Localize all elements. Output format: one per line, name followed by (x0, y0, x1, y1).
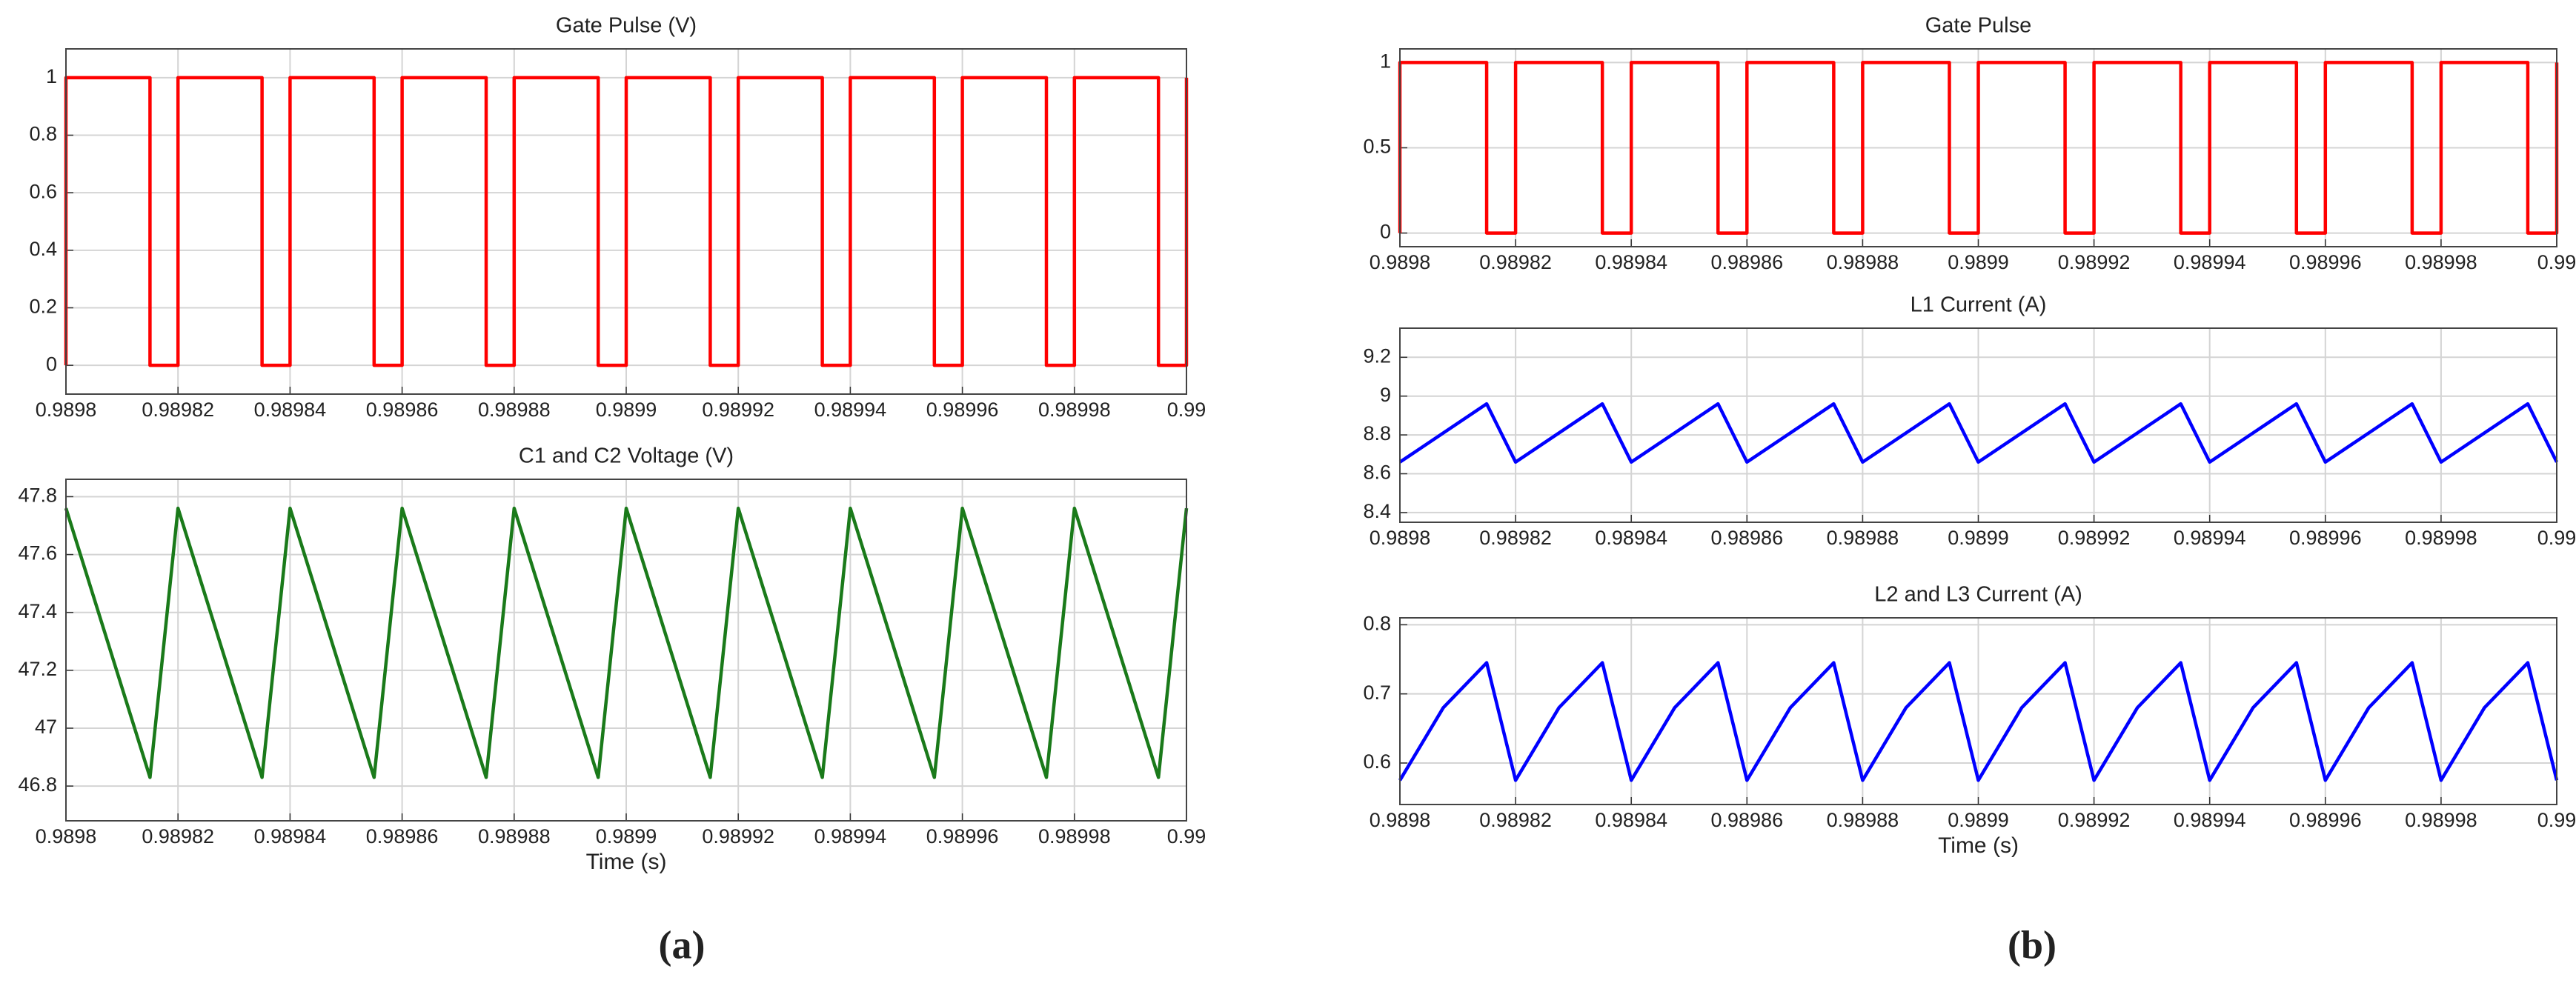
x-tick-label: 0.98986 (1710, 251, 1783, 273)
x-tick-label: 0.99 (2537, 527, 2576, 549)
x-tick-label: 0.99 (2537, 809, 2576, 831)
x-tick-label: 0.9899 (1948, 527, 2009, 549)
y-tick-label: 0.6 (29, 180, 57, 202)
panel-label: (a) (659, 922, 706, 967)
chart-title: L1 Current (A) (1911, 293, 2047, 317)
data-line (64, 506, 1189, 779)
x-tick-label: 0.98984 (1595, 527, 1667, 549)
y-tick-label: 8.8 (1363, 422, 1391, 444)
x-tick-label: 0.98986 (1710, 809, 1783, 831)
x-tick-label: 0.98984 (254, 825, 327, 847)
x-tick-label: 0.98996 (926, 399, 999, 421)
y-tick-label: 1 (46, 65, 57, 87)
x-tick-label: 0.98998 (2405, 527, 2477, 549)
y-tick-label: 0.4 (29, 238, 57, 260)
y-tick-label: 47.6 (18, 542, 57, 564)
x-tick-label: 0.98988 (478, 399, 551, 421)
x-tick-label: 0.98992 (2058, 251, 2131, 273)
x-tick-label: 0.9899 (596, 825, 657, 847)
x-tick-label: 0.98998 (1038, 399, 1111, 421)
plot-frame (1399, 48, 2557, 247)
x-tick-label: 0.98994 (2174, 251, 2246, 273)
y-tick-label: 0.2 (29, 296, 57, 318)
x-tick-label: 0.9898 (1370, 527, 1431, 549)
x-tick-label: 0.9898 (36, 399, 97, 421)
plot-frame (1399, 617, 2557, 805)
x-tick-label: 0.98982 (142, 399, 214, 421)
x-tick-label: 0.98992 (2058, 527, 2131, 549)
y-tick-label: 1 (1380, 50, 1391, 73)
x-tick-label: 0.98996 (2289, 809, 2362, 831)
x-tick-label: 0.98984 (254, 399, 327, 421)
x-tick-label: 0.98982 (1479, 809, 1552, 831)
y-tick-label: 0.6 (1363, 750, 1391, 773)
x-tick-label: 0.98986 (1710, 527, 1783, 549)
x-tick-label: 0.9899 (596, 399, 657, 421)
y-tick-label: 46.8 (18, 773, 57, 796)
x-axis-label: Time (s) (1938, 833, 2019, 858)
x-tick-label: 0.98982 (1479, 527, 1552, 549)
y-tick-label: 0.8 (29, 123, 57, 145)
y-tick-label: 0.8 (1363, 612, 1391, 634)
chart-title: C1 and C2 Voltage (V) (519, 444, 734, 468)
y-tick-label: 47.8 (18, 484, 57, 507)
y-tick-label: 8.4 (1363, 500, 1391, 522)
x-tick-label: 0.98988 (478, 825, 551, 847)
x-tick-label: 0.98996 (926, 825, 999, 847)
y-tick-label: 9 (1380, 384, 1391, 406)
x-tick-label: 0.99 (1167, 399, 1206, 421)
x-tick-label: 0.98982 (1479, 251, 1552, 273)
x-tick-label: 0.98992 (702, 399, 774, 421)
x-tick-label: 0.99 (1167, 825, 1206, 847)
x-tick-label: 0.98984 (1595, 809, 1667, 831)
x-tick-label: 0.98986 (366, 825, 439, 847)
x-tick-label: 0.98988 (1827, 809, 1899, 831)
y-tick-label: 0 (46, 353, 57, 375)
x-tick-label: 0.98998 (2405, 251, 2477, 273)
plot-frame (1399, 327, 2557, 523)
data-line (64, 76, 1189, 367)
x-tick-label: 0.98998 (1038, 825, 1111, 847)
x-tick-label: 0.98996 (2289, 251, 2362, 273)
x-tick-label: 0.98994 (814, 399, 887, 421)
x-tick-label: 0.98994 (814, 825, 887, 847)
data-line (1398, 402, 2559, 464)
plot-frame (65, 479, 1187, 822)
x-tick-label: 0.98994 (2174, 809, 2246, 831)
y-tick-label: 47 (35, 716, 57, 738)
x-tick-label: 0.98982 (142, 825, 214, 847)
x-tick-label: 0.99 (2537, 251, 2576, 273)
chart-title: Gate Pulse (V) (556, 14, 697, 38)
y-tick-label: 8.6 (1363, 462, 1391, 484)
x-tick-label: 0.9898 (1370, 251, 1431, 273)
data-line (1398, 661, 2559, 782)
x-tick-label: 0.9898 (36, 825, 97, 847)
chart-title: Gate Pulse (1925, 14, 2031, 38)
y-tick-label: 9.2 (1363, 344, 1391, 367)
x-tick-label: 0.98988 (1827, 527, 1899, 549)
plot-frame (65, 48, 1187, 395)
panel-label: (b) (2008, 922, 2057, 967)
x-tick-label: 0.98984 (1595, 251, 1667, 273)
x-tick-label: 0.9899 (1948, 251, 2009, 273)
x-tick-label: 0.98992 (702, 825, 774, 847)
y-tick-label: 0.5 (1363, 136, 1391, 158)
x-tick-label: 0.98998 (2405, 809, 2477, 831)
x-axis-label: Time (s) (586, 850, 667, 874)
x-tick-label: 0.98988 (1827, 251, 1899, 273)
y-tick-label: 0 (1380, 221, 1391, 243)
x-tick-label: 0.98986 (366, 399, 439, 421)
x-tick-label: 0.9898 (1370, 809, 1431, 831)
y-tick-label: 47.4 (18, 600, 57, 622)
chart-title: L2 and L3 Current (A) (1874, 583, 2082, 607)
y-tick-label: 47.2 (18, 658, 57, 680)
y-tick-label: 0.7 (1363, 682, 1391, 704)
x-tick-label: 0.98992 (2058, 809, 2131, 831)
x-tick-label: 0.98996 (2289, 527, 2362, 549)
x-tick-label: 0.9899 (1948, 809, 2009, 831)
data-line (1398, 61, 2559, 235)
x-tick-label: 0.98994 (2174, 527, 2246, 549)
